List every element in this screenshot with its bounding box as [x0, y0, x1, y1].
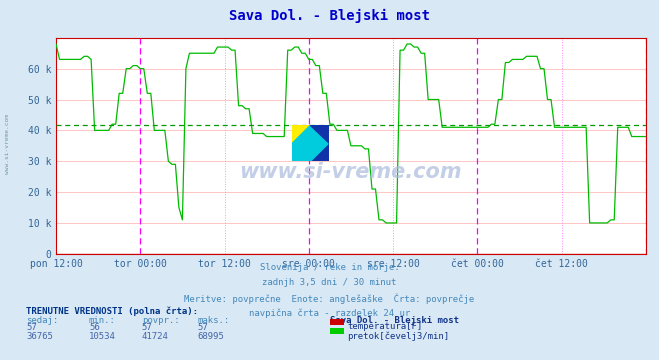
- Text: 41724: 41724: [142, 332, 169, 341]
- Text: povpr.:: povpr.:: [142, 316, 179, 325]
- Text: zadnjh 3,5 dni / 30 minut: zadnjh 3,5 dni / 30 minut: [262, 278, 397, 287]
- Text: Sava Dol. - Blejski most: Sava Dol. - Blejski most: [229, 9, 430, 23]
- Text: 10534: 10534: [89, 332, 116, 341]
- Text: www.si-vreme.com: www.si-vreme.com: [5, 114, 11, 174]
- Text: navpična črta - razdelek 24 ur: navpična črta - razdelek 24 ur: [249, 308, 410, 318]
- Text: 36765: 36765: [26, 332, 53, 341]
- Text: Meritve: povprečne  Enote: anglešaške  Črta: povprečje: Meritve: povprečne Enote: anglešaške Črt…: [185, 293, 474, 303]
- Text: 56: 56: [89, 323, 100, 332]
- Polygon shape: [310, 125, 329, 143]
- Text: pretok[čevelj3/min]: pretok[čevelj3/min]: [347, 331, 449, 341]
- Text: 57: 57: [26, 323, 37, 332]
- Text: 68995: 68995: [198, 332, 225, 341]
- Text: www.si-vreme.com: www.si-vreme.com: [240, 162, 462, 182]
- Text: sedaj:: sedaj:: [26, 316, 59, 325]
- Polygon shape: [293, 125, 310, 143]
- Text: Slovenija / reke in morje.: Slovenija / reke in morje.: [260, 263, 399, 272]
- Text: temperatura[F]: temperatura[F]: [347, 322, 422, 331]
- Text: TRENUTNE VREDNOSTI (polna črta):: TRENUTNE VREDNOSTI (polna črta):: [26, 306, 198, 315]
- Text: maks.:: maks.:: [198, 316, 230, 325]
- Polygon shape: [293, 125, 329, 161]
- Text: Sava Dol. - Blejski most: Sava Dol. - Blejski most: [330, 316, 459, 325]
- Polygon shape: [293, 125, 329, 161]
- Text: min.:: min.:: [89, 316, 116, 325]
- Text: 57: 57: [142, 323, 152, 332]
- Text: 57: 57: [198, 323, 208, 332]
